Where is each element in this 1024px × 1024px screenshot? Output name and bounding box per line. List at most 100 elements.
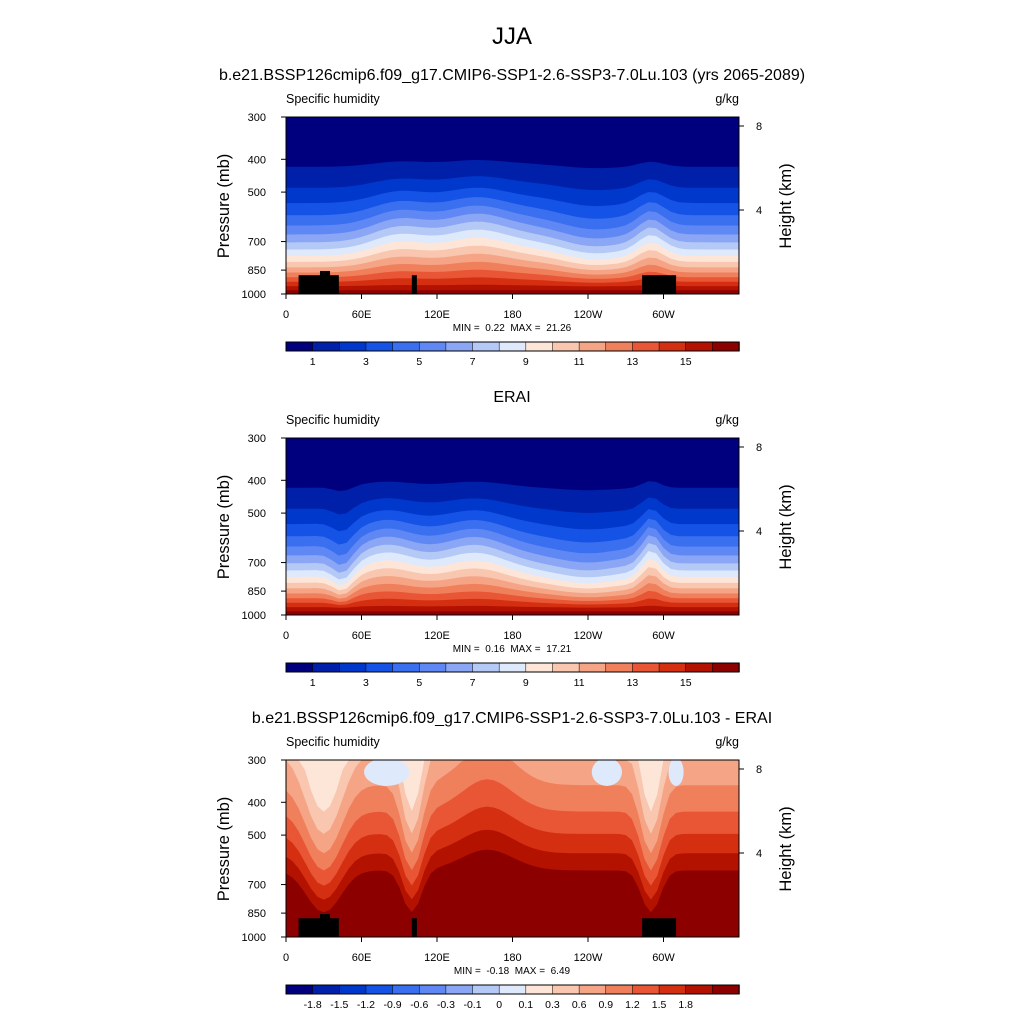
stats-min: -0.18 xyxy=(486,966,509,977)
panel-title: b.e21.BSSP126cmip6.f09_g17.CMIP6-SSP1-2.… xyxy=(252,710,772,727)
colorbar-swatch xyxy=(392,341,420,352)
colorbar-swatch xyxy=(605,984,634,995)
y2-tick-label: 4 xyxy=(756,848,762,860)
colorbar-swatch xyxy=(445,662,474,673)
colorbar-swatch xyxy=(712,984,740,995)
units-label: g/kg xyxy=(715,735,739,749)
y-axis-label: Pressure (mb) xyxy=(215,475,233,580)
stats-max: 17.21 xyxy=(546,644,571,655)
negative-patch-2 xyxy=(668,760,684,786)
colorbar-swatch xyxy=(418,662,447,673)
terrain-block-1 xyxy=(319,913,331,937)
colorbar-frame xyxy=(285,341,740,352)
colorbar-swatch xyxy=(285,984,314,995)
colorbar: -1.8 -1.5 -1.2 -0.9 -0.6 -0.3 -0.1 0 0.1 0.3 0.6 0.… xyxy=(285,984,740,1011)
colorbar-swatch xyxy=(445,341,474,352)
left-label: Specific humidity xyxy=(286,413,381,427)
x-tick-label: 120E xyxy=(424,630,450,642)
x-tick-label: 120W xyxy=(574,309,603,321)
colorbar-swatch xyxy=(605,341,634,352)
contour-fill-level-16 xyxy=(286,611,739,615)
units-label: g/kg xyxy=(715,413,739,427)
diff-fill-level-6 xyxy=(286,760,739,812)
y2-tick-label: 8 xyxy=(756,442,762,454)
colorbar-swatch xyxy=(339,341,367,352)
colorbar-swatch xyxy=(365,662,394,673)
colorbar-swatch xyxy=(312,984,341,995)
stats-line: MIN = 0.16 MAX = 17.21 xyxy=(453,644,572,655)
stats-line: MIN = 0.22 MAX = 21.26 xyxy=(453,323,572,334)
colorbar-swatch xyxy=(658,341,687,352)
colorbar-label: -0.9 xyxy=(384,999,402,1011)
colorbar-label: 0.1 xyxy=(519,999,534,1011)
y-tick-label: 300 xyxy=(248,433,266,445)
y-tick-label: 1000 xyxy=(242,610,266,622)
terrain-block-1 xyxy=(319,270,331,294)
colorbar-label: 11 xyxy=(574,677,585,689)
colorbar-swatch xyxy=(472,341,500,352)
colorbar-label: 0.6 xyxy=(572,999,587,1011)
colorbar-frame xyxy=(285,662,740,673)
y2-tick-label: 8 xyxy=(756,121,762,133)
x-tick-label: 0 xyxy=(283,952,289,964)
x-tick-label: 60E xyxy=(352,309,372,321)
stats-max: 6.49 xyxy=(551,966,571,977)
y-tick-label: 850 xyxy=(248,265,266,277)
colorbar-swatch xyxy=(392,662,420,673)
colorbar-swatch xyxy=(712,341,740,352)
y-tick-label: 700 xyxy=(248,558,266,570)
colorbar-swatch xyxy=(658,984,687,995)
y2-tick-label: 4 xyxy=(756,205,762,217)
colorbar-swatch xyxy=(685,341,714,352)
terrain-block-0 xyxy=(298,918,339,937)
colorbar-swatch xyxy=(339,662,367,673)
panel-difference: b.e21.BSSP126cmip6.f09_g17.CMIP6-SSP1-2.… xyxy=(215,710,795,1011)
colorbar: 1 3 5 7 9 11 13 15 xyxy=(285,662,740,689)
y-tick-label: 300 xyxy=(248,112,266,124)
colorbar-label: -0.3 xyxy=(437,999,455,1011)
contour-fill-level-16 xyxy=(286,290,739,294)
y-tick-label: 300 xyxy=(248,755,266,767)
x-tick-label: 120E xyxy=(424,952,450,964)
terrain-block-3 xyxy=(642,918,677,937)
colorbar-swatch xyxy=(418,984,447,995)
y2-axis-label: Height (km) xyxy=(777,484,795,569)
y2-axis-label: Height (km) xyxy=(777,163,795,248)
stats-line: MIN = -0.18 MAX = 6.49 xyxy=(454,966,571,977)
colorbar-label: 1.5 xyxy=(652,999,667,1011)
colorbar: 1 3 5 7 9 11 13 15 xyxy=(285,341,740,368)
y-tick-label: 850 xyxy=(248,586,266,598)
colorbar-label: 13 xyxy=(627,356,639,368)
y2-tick-label: 8 xyxy=(756,764,762,776)
colorbar-swatch xyxy=(712,662,740,673)
contour-field xyxy=(286,438,739,615)
terrain-block-2 xyxy=(411,918,417,937)
y2-tick-label: 4 xyxy=(756,526,762,538)
plot-area: 0 60E 120E 180 120W 60W 300 400 500 700 850 1000 8 4 xyxy=(242,755,763,964)
y-axis-label: Pressure (mb) xyxy=(215,797,233,902)
x-tick-label: 0 xyxy=(283,309,289,321)
x-tick-label: 60W xyxy=(652,630,675,642)
colorbar-label: 1 xyxy=(310,356,316,368)
terrain-block-3 xyxy=(642,275,677,294)
colorbar-swatch xyxy=(658,662,687,673)
colorbar-swatch xyxy=(312,341,341,352)
colorbar-label: -0.1 xyxy=(463,999,481,1011)
y-tick-label: 850 xyxy=(248,908,266,920)
colorbar-label: 1.2 xyxy=(625,999,640,1011)
colorbar-swatch xyxy=(312,662,341,673)
colorbar-label: -1.2 xyxy=(357,999,375,1011)
colorbar-swatch xyxy=(365,984,394,995)
colorbar-swatch xyxy=(552,662,580,673)
colorbar-label: -0.6 xyxy=(410,999,428,1011)
y-tick-label: 500 xyxy=(248,830,266,842)
colorbar-label: 1 xyxy=(310,677,316,689)
x-tick-label: 0 xyxy=(283,630,289,642)
panel-obs: ERAI Specific humidity g/kg 0 60E 120E 180 1… xyxy=(215,389,795,689)
y-tick-label: 700 xyxy=(248,880,266,892)
panel-title: b.e21.BSSP126cmip6.f09_g17.CMIP6-SSP1-2.… xyxy=(219,67,805,84)
colorbar-label: 3 xyxy=(363,356,369,368)
colorbar-swatch xyxy=(472,984,500,995)
colorbar-swatch xyxy=(578,984,607,995)
